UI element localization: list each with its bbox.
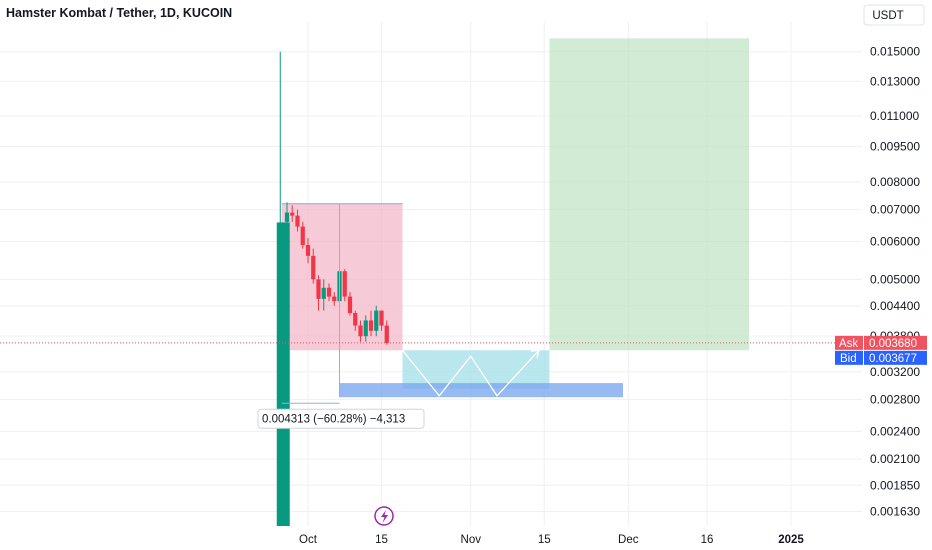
candle <box>374 305 379 337</box>
ask-tag-value-bg <box>864 335 927 350</box>
y-tick-label: 0.006000 <box>870 235 920 249</box>
ask-tag: Ask 0.003680 <box>835 335 927 350</box>
candle-body <box>374 310 379 331</box>
bid-tag-value: 0.003677 <box>869 353 917 365</box>
zigzag-arrow <box>530 349 540 359</box>
y-tick-label: 0.003200 <box>870 365 920 379</box>
candle-body <box>358 325 363 337</box>
x-tick-label: 15 <box>538 534 551 546</box>
candle <box>326 283 332 302</box>
y-tick-label: 0.008000 <box>870 175 920 189</box>
candle <box>295 209 300 232</box>
overlays: 0.004313 (−60.28%) −4,313 <box>0 203 862 429</box>
y-tick-label: 0.001630 <box>870 505 920 519</box>
flash-icon[interactable] <box>374 506 394 526</box>
candle <box>347 292 353 316</box>
x-tick-label: 2025 <box>778 534 804 546</box>
candle-body <box>321 287 326 299</box>
y-tick-label: 0.011000 <box>870 109 919 123</box>
bid-tag: Bid 0.003677 <box>835 350 927 365</box>
zone-cyan <box>402 350 550 389</box>
y-tick-label: 0.004400 <box>870 299 920 313</box>
y-tick-label: 0.002800 <box>870 392 920 406</box>
candle <box>311 248 316 284</box>
x-tick-label: Oct <box>299 534 318 546</box>
candle <box>358 320 363 342</box>
y-tick-label: 0.002100 <box>870 452 920 466</box>
ask-tag-label-bg <box>835 335 863 350</box>
candle-body <box>326 287 332 297</box>
candle <box>321 279 326 311</box>
x-tick-label: 16 <box>701 534 714 546</box>
candle-body <box>276 222 290 526</box>
x-tick-label: 15 <box>375 534 388 546</box>
bid-tag-label-bg <box>835 350 863 365</box>
candle-body <box>363 320 368 337</box>
y-tick-label: 0.009500 <box>870 139 920 153</box>
candle <box>368 310 374 337</box>
candle <box>290 205 295 222</box>
ask-tag-value: 0.003680 <box>869 338 917 350</box>
candle-body <box>384 325 389 343</box>
candle <box>342 269 347 302</box>
zone-blue <box>339 383 623 398</box>
currency-button[interactable] <box>863 4 925 26</box>
bid-tag-value-bg <box>864 350 927 365</box>
candle-body <box>368 320 374 331</box>
y-tick-label: 0.015000 <box>870 45 920 59</box>
candle-body <box>290 212 295 216</box>
candle <box>276 51 290 526</box>
y-tick-label: 0.001850 <box>870 478 920 492</box>
candle <box>332 292 337 306</box>
candle-body <box>353 312 358 326</box>
candle <box>384 320 389 345</box>
zones <box>281 38 749 398</box>
candle-body <box>379 310 384 326</box>
y-tick-label: 0.002400 <box>870 424 920 438</box>
chart-title: Hamster Kombat / Tether, 1D, KUCOIN <box>6 6 232 20</box>
ask-tag-label: Ask <box>839 338 858 350</box>
candle <box>305 238 311 264</box>
candle <box>300 221 305 249</box>
candle-body <box>284 212 290 222</box>
candle-body <box>311 255 316 280</box>
axes: 0.015000 0.013000 0.011000 0.009500 0.008000… <box>299 45 927 546</box>
candle <box>379 310 384 331</box>
zone-green <box>549 38 749 351</box>
candle-body <box>342 271 347 297</box>
x-tick-label: Nov <box>461 534 482 546</box>
x-tick-label: Dec <box>618 534 639 546</box>
candle-body <box>347 296 353 313</box>
candle-body <box>316 279 321 299</box>
zigzag-path <box>401 349 540 397</box>
zone-pink <box>281 203 403 351</box>
candle-body <box>300 226 305 246</box>
y-tick-label: 0.013000 <box>870 74 920 88</box>
bid-tag-label: Bid <box>840 353 857 365</box>
measure-label-box <box>257 408 425 429</box>
candle <box>353 310 358 331</box>
y-tick-label: 0.007000 <box>870 203 920 217</box>
candles <box>276 51 389 526</box>
candle <box>316 275 321 311</box>
candle <box>284 202 290 229</box>
candle-body <box>305 245 311 256</box>
candle <box>363 315 368 342</box>
measure-label: 0.004313 (−60.28%) −4,313 <box>262 414 405 426</box>
y-tick-label: 0.005000 <box>870 272 920 286</box>
candle-body <box>332 296 337 302</box>
currency-label: USDT <box>872 10 903 22</box>
candle-body <box>295 215 300 227</box>
